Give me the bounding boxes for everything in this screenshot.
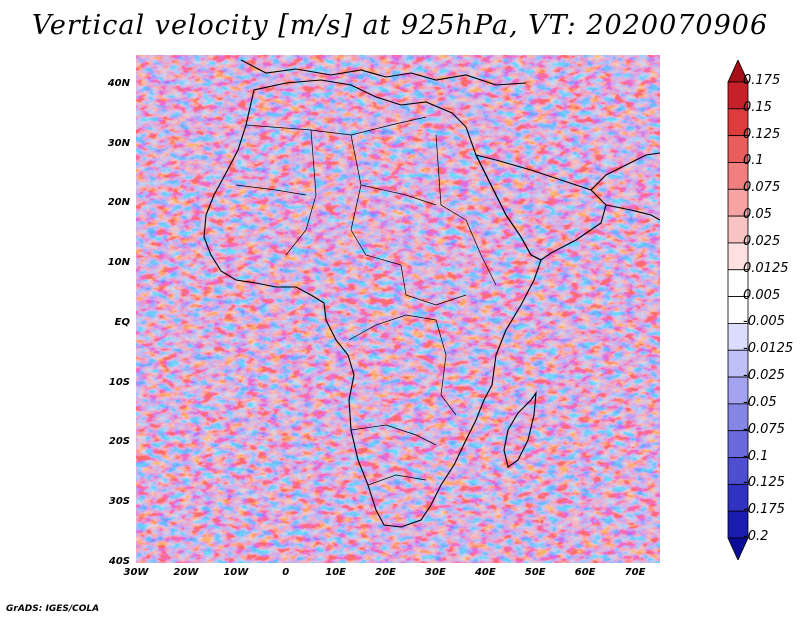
- colorbar-label: -0.1: [743, 448, 769, 464]
- lon-tick-label: 60E: [574, 567, 596, 578]
- colorbar-label: -0.2: [743, 529, 769, 544]
- lon-tick-label: 10E: [325, 567, 346, 578]
- lat-tick-label: 10N: [107, 257, 130, 269]
- colorbar-label: -0.0125: [743, 341, 794, 357]
- colorbar-label: -0.075: [743, 421, 785, 437]
- grads-credit: GrADS: IGES/COLA: [6, 604, 100, 614]
- colorbar-label: 0.025: [743, 233, 781, 249]
- colorbar-label: -0.005: [743, 314, 785, 330]
- lon-tick-label: 20W: [173, 567, 199, 578]
- colorbar-label: 0.05: [743, 207, 772, 223]
- colorbar-label: -0.025: [743, 368, 785, 384]
- colorbar-label: 0.125: [743, 126, 781, 142]
- lon-tick-label: 40E: [474, 567, 496, 578]
- lat-tick-label: EQ: [114, 316, 130, 328]
- colorbar-label: -0.05: [743, 394, 777, 410]
- colorbar-label: 0.0125: [743, 260, 789, 276]
- colorbar-label: 0.075: [743, 180, 781, 196]
- lon-tick-label: 30W: [123, 567, 149, 578]
- colorbar-label: -0.175: [743, 502, 785, 518]
- coastlines: [203, 59, 660, 528]
- colorbar-label: 0.175: [743, 73, 781, 88]
- lon-tick-label: 30E: [425, 567, 446, 578]
- lon-tick-label: 50E: [524, 567, 546, 578]
- lat-tick-label: 30N: [107, 137, 130, 149]
- colorbar-swatch: [727, 537, 749, 560]
- lat-tick-label: 40S: [108, 556, 130, 567]
- lon-tick-label: 70E: [624, 567, 646, 578]
- colorbar-label: 0.15: [743, 99, 772, 115]
- lat-tick-label: 10S: [108, 376, 130, 388]
- colorbar-label: -0.125: [743, 475, 785, 491]
- lon-tick-label: 10W: [223, 567, 249, 578]
- country-borders: [235, 116, 497, 486]
- colorbar-label: 0.005: [743, 287, 781, 303]
- lat-tick-label: 20N: [107, 197, 130, 209]
- colorbar-label: 0.1: [743, 153, 764, 169]
- lat-tick-label: 20S: [108, 436, 130, 448]
- map-title: Vertical velocity [m/s] at 925hPa, VT: 2…: [31, 10, 769, 41]
- lon-tick-label: 0: [282, 567, 290, 578]
- velocity-noise-field: [136, 55, 660, 563]
- lon-tick-label: 20E: [375, 567, 396, 578]
- lat-tick-label: 40N: [107, 77, 130, 89]
- colorbar: [727, 60, 749, 560]
- lat-tick-label: 30S: [108, 496, 130, 508]
- map-panel[interactable]: [136, 55, 660, 563]
